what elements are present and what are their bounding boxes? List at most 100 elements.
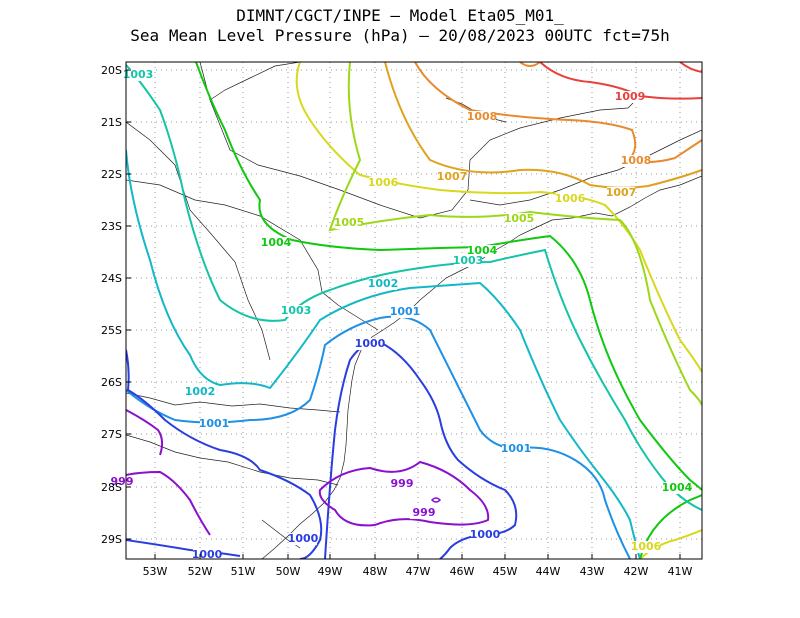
contour-label: 1003 [281, 304, 312, 317]
isobar-1000 [126, 349, 323, 559]
isobar-1002 [126, 149, 641, 559]
contour-label: 1001 [501, 442, 532, 455]
lon-tick-label: 43W [580, 565, 605, 578]
contour-label: 1009 [615, 90, 646, 103]
axis-ticks: 20S 21S 22S 23S 24S 25S 26S 27S 28S 29S 53W 52W 51W 5… [101, 64, 693, 578]
isobar-1000-b [126, 539, 241, 557]
contour-label: 999 [111, 475, 134, 488]
contour-label-bg [454, 255, 482, 267]
contour-label-bg [468, 111, 496, 123]
contour-label-bg [632, 541, 660, 553]
contour-label-bg [616, 91, 644, 103]
lat-tick-label: 22S [101, 168, 122, 181]
lon-tick-label: 47W [406, 565, 431, 578]
contour-label: 1002 [185, 385, 216, 398]
contour-label-bg [556, 193, 584, 205]
isobar-1004 [195, 62, 702, 491]
contour-label: 1008 [621, 154, 652, 167]
lon-tick-label: 53W [143, 565, 168, 578]
isobar-lines [126, 62, 702, 559]
isobar-999 [126, 470, 211, 536]
lat-tick-label: 28S [101, 481, 122, 494]
border-ms-pr [209, 62, 301, 101]
isobar-1009 [539, 62, 702, 100]
contour-label: 1006 [368, 176, 399, 189]
lon-tick-label: 50W [276, 565, 301, 578]
contour-label-bg [468, 245, 496, 257]
map-frame [125, 61, 703, 560]
lat-tick-label: 23S [101, 220, 122, 233]
contour-label: 1008 [467, 110, 498, 123]
isobar-1004-south [639, 494, 702, 559]
state-border-mg-rj [469, 129, 702, 206]
contour-label: 1004 [662, 481, 693, 494]
chart-title-line1: DIMNT/CGCT/INPE – Model Eta05_M01_ [236, 6, 564, 25]
lon-tick-label: 49W [318, 565, 343, 578]
contour-label: 1005 [504, 212, 535, 225]
contour-label-bg [200, 418, 228, 430]
contour-label: 1002 [368, 277, 399, 290]
lat-tick-label: 26S [101, 376, 122, 389]
chart-title-line2: Sea Mean Level Pressure (hPa) – 20/08/20… [130, 26, 670, 45]
contour-label: 1000 [288, 532, 319, 545]
contour-label-bg [282, 305, 310, 317]
contour-label: 1001 [199, 417, 230, 430]
isobar-999-west [126, 409, 164, 456]
contour-label-bg [108, 476, 136, 488]
contour-label-bg [622, 155, 650, 167]
contour-label-bg [124, 69, 152, 81]
contour-label-bg [410, 507, 438, 519]
lat-tick-label: 20S [101, 64, 122, 77]
isobar-1003 [126, 64, 702, 511]
contour-label-bg [335, 217, 363, 229]
isobar-1009b [679, 62, 702, 73]
contour-label: 1001 [390, 305, 421, 318]
contour-label-bg [607, 187, 635, 199]
contour-label: 1000 [192, 548, 223, 561]
contour-label-bg [369, 278, 397, 290]
isobar-1007 [384, 62, 702, 189]
contour-label: 1006 [631, 540, 662, 553]
contour-label-bg [505, 213, 533, 225]
contour-label-bg [663, 482, 691, 494]
state-border-west [126, 121, 271, 361]
contour-label-bg [369, 177, 397, 189]
contour-label: 1007 [437, 170, 468, 183]
boundary-lines [126, 62, 702, 559]
isobar-1005 [328, 62, 702, 406]
lon-tick-label: 41W [668, 565, 693, 578]
contour-label-bg [289, 533, 317, 545]
contour-label-bg [388, 478, 416, 490]
lon-tick-label: 44W [536, 565, 561, 578]
lat-tick-label: 21S [101, 116, 122, 129]
contour-label: 999 [413, 506, 436, 519]
isobar-999-small [430, 497, 442, 503]
contour-label-bg [471, 529, 499, 541]
contour-label: 1007 [606, 186, 637, 199]
lat-tick-label: 29S [101, 533, 122, 546]
contour-label: 1005 [334, 216, 365, 229]
isobar-999-closed [318, 460, 490, 527]
lon-tick-label: 51W [231, 565, 256, 578]
lat-tick-label: 25S [101, 324, 122, 337]
contour-label-bg [438, 171, 466, 183]
isobar-1006 [295, 62, 702, 373]
isobar-1008 [414, 62, 702, 164]
contour-label-bg [391, 306, 419, 318]
contour-label-bg [502, 443, 530, 455]
contour-labels: 1003 1009 1008 1008 1007 1007 1006 1006 1006 1005… [108, 68, 693, 561]
lon-tick-label: 42W [624, 565, 649, 578]
lon-tick-label: 48W [363, 565, 388, 578]
contour-label-bg [262, 237, 290, 249]
isobar-1008b [519, 62, 541, 67]
contour-label: 1006 [555, 192, 586, 205]
contour-label-bg [186, 386, 214, 398]
lon-tick-label: 52W [188, 565, 213, 578]
lon-tick-label: 46W [450, 565, 475, 578]
state-border-mg-sp [199, 62, 641, 219]
lat-tick-label: 24S [101, 272, 122, 285]
contour-label: 1003 [453, 254, 484, 267]
contour-label: 999 [391, 477, 414, 490]
isobar-1001 [126, 315, 631, 559]
contour-label: 1000 [470, 528, 501, 541]
